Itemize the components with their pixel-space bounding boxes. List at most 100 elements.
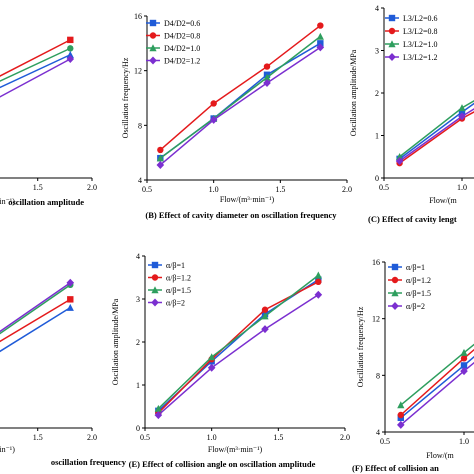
data-point xyxy=(314,271,322,279)
series-3 xyxy=(397,343,474,409)
legend: α/β=1 α/β=1.2 α/β=1.5 α/β=2 xyxy=(148,261,191,308)
series-4 xyxy=(0,55,75,98)
legend-label: D4/D2=1.2 xyxy=(164,57,200,66)
y-tick-label: 3 xyxy=(136,295,140,304)
legend-swatch-marker xyxy=(151,261,159,269)
x-tick-label: 2.0 xyxy=(342,185,352,194)
legend-swatch-marker xyxy=(391,302,399,310)
legend-label: α/β=1.5 xyxy=(406,289,431,298)
legend-swatch-marker xyxy=(391,276,399,284)
series-line xyxy=(0,39,71,77)
legend-swatch-marker xyxy=(151,274,159,281)
y-tick-label: 0 xyxy=(375,174,379,183)
data-point xyxy=(263,63,271,70)
y-tick-label: 12 xyxy=(372,315,380,324)
y-tick-label: 4 xyxy=(138,176,142,185)
legend: D4/D2=0.6 D4/D2=0.8 D4/D2=1.0 D4/D2=1.2 xyxy=(146,19,200,66)
y-tick-label: 0 xyxy=(136,424,140,433)
legend-label: α/β=1.5 xyxy=(166,286,191,295)
series-line xyxy=(0,307,71,353)
data-point xyxy=(66,55,75,63)
y-tick-label: 1 xyxy=(375,132,379,141)
data-point xyxy=(154,411,163,420)
y-tick-label: 16 xyxy=(134,12,142,21)
x-tick-label: 2.0 xyxy=(340,433,350,442)
x-axis-title: min⁻¹) xyxy=(0,197,15,206)
y-tick-label: 2 xyxy=(375,89,379,98)
y-tick-label: 12 xyxy=(134,67,142,76)
data-point xyxy=(316,32,324,40)
series-line xyxy=(159,35,321,159)
data-point xyxy=(67,45,74,52)
series-2 xyxy=(157,22,324,154)
y-tick-label: 3 xyxy=(375,47,379,56)
data-point xyxy=(460,355,468,362)
x-tick-label: 1.5 xyxy=(273,433,283,442)
x-tick-label: 2.0 xyxy=(87,433,97,442)
series-1 xyxy=(0,36,74,77)
data-point xyxy=(207,363,216,372)
series-3 xyxy=(154,271,322,412)
series-line xyxy=(0,54,71,89)
legend-swatch-marker xyxy=(388,53,396,61)
series-4 xyxy=(154,290,323,420)
series-line xyxy=(0,282,71,333)
series-2 xyxy=(397,348,474,419)
panel-d: 1.5 2.0 min⁻¹) oscillation frequency xyxy=(0,278,127,467)
x-tick-label: 1.0 xyxy=(457,183,467,192)
y-axis-title: Oscillation frequency/Hz xyxy=(356,306,365,387)
panel-e: 0.5 1.0 1.5 2.0 0 1 2 3 4 Oscillation amplitude/M… xyxy=(111,252,350,469)
data-point xyxy=(458,112,466,121)
legend-swatch-marker xyxy=(151,286,159,294)
data-point xyxy=(154,404,162,412)
legend-label: D4/D2=0.8 xyxy=(164,32,200,41)
panel-b: 0.5 1.0 1.5 2.0 4 8 12 16 Oscillation frequency/… xyxy=(121,12,352,220)
y-tick-label: 4 xyxy=(375,4,379,13)
y-tick-label: 8 xyxy=(138,121,142,130)
data-point xyxy=(460,362,468,369)
data-point xyxy=(397,401,405,409)
x-tick-label: 1.5 xyxy=(275,185,285,194)
y-axis-title: Oscillation amplitude/MPa xyxy=(349,49,358,136)
data-point xyxy=(208,353,216,361)
data-point xyxy=(317,40,324,47)
data-point xyxy=(156,160,165,169)
series-line xyxy=(0,298,71,343)
legend-label: L3/L2=1.2 xyxy=(403,53,438,62)
data-point xyxy=(263,73,271,81)
data-point xyxy=(261,312,269,320)
legend-label: α/β=2 xyxy=(406,302,425,311)
data-point xyxy=(460,348,468,356)
x-tick-label: 1.0 xyxy=(459,437,469,446)
panel-caption: (F) Effect of collision an xyxy=(352,463,439,473)
data-point xyxy=(66,278,75,287)
panel-caption: (B) Effect of cavity diameter on oscilla… xyxy=(145,210,337,220)
x-axis-title: Flow/(m³·min⁻¹) xyxy=(220,195,275,204)
panel-caption: oscillation frequency xyxy=(51,457,127,467)
data-point xyxy=(66,303,74,311)
series-3 xyxy=(0,50,74,89)
panel-a: 1.5 2.0 min⁻¹)oscillation amplitude xyxy=(0,36,97,207)
x-tick-label: 1.5 xyxy=(33,433,43,442)
legend-swatch-marker xyxy=(391,289,399,297)
data-point xyxy=(209,115,218,124)
series-2 xyxy=(0,45,74,82)
panel-caption: (C) Effect of cavity lengt xyxy=(368,214,457,224)
data-point xyxy=(458,104,466,112)
series-1 xyxy=(397,355,474,422)
legend-swatch-marker xyxy=(151,298,159,307)
series-2 xyxy=(0,281,74,335)
data-point xyxy=(397,420,405,429)
x-axis-title: min⁻¹) xyxy=(0,445,15,454)
panel-c: 0.5 1.0 0 1 2 3 4 Oscillation amplitude/MPa Flow… xyxy=(349,4,474,224)
legend-label: D4/D2=0.6 xyxy=(164,19,200,28)
legend-swatch-marker xyxy=(388,14,396,22)
series-line xyxy=(0,58,71,98)
series-3 xyxy=(0,303,74,353)
legend-label: α/β=1 xyxy=(406,263,425,272)
legend-swatch-marker xyxy=(149,19,157,27)
data-point xyxy=(263,78,271,87)
y-axis-title: Oscillation amplitude/MPa xyxy=(111,298,120,385)
legend: α/β=1 α/β=1.2 α/β=1.5 α/β=2 xyxy=(388,263,431,311)
data-point xyxy=(67,296,74,303)
